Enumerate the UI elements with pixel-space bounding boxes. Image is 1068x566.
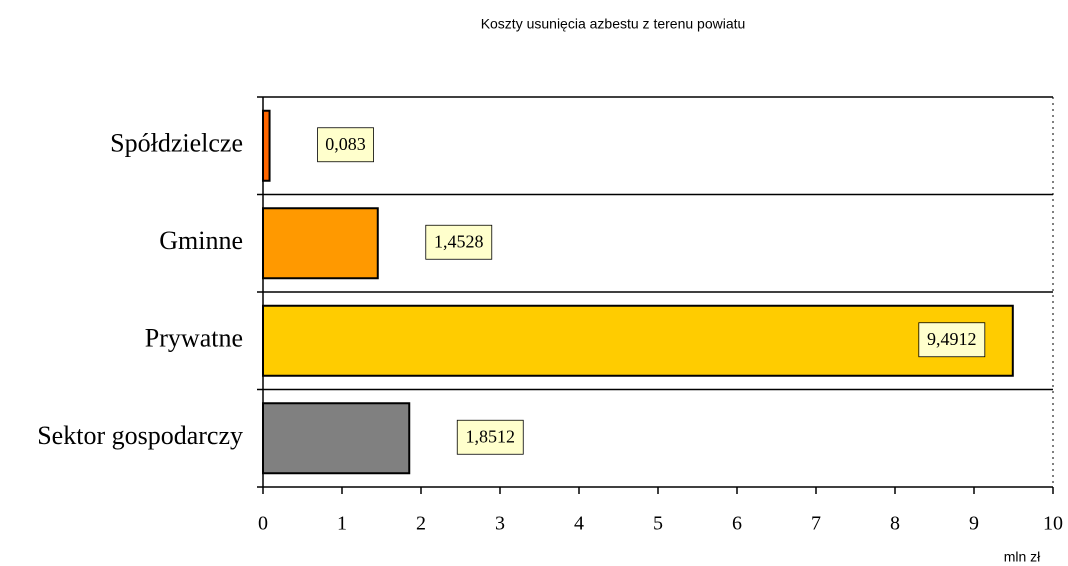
bar [262,402,411,475]
x-tick-label: 5 [653,513,663,535]
value-label: 0,083 [325,134,366,154]
y-tick-label: Gminne [159,226,243,255]
value-label-box [456,419,524,455]
x-tick-label: 2 [416,513,426,535]
value-label: 1,8512 [465,426,515,446]
y-tick-label: Prywatne [145,324,243,353]
y-tick-label: Sektor gospodarczy [37,421,243,450]
value-label-box [317,127,374,163]
x-tick-label: 8 [890,513,900,535]
chart-title: Koszty usunięcia azbestu z terenu powiat… [481,16,746,32]
value-label: 9,4912 [927,329,977,349]
bar [262,207,379,280]
x-tick-label: 3 [495,513,505,535]
x-tick-label: 7 [811,513,821,535]
x-tick-label: 10 [1043,513,1063,535]
value-label-box [425,224,493,260]
x-tick-label: 4 [574,513,584,535]
y-tick-label: Spółdzielcze [110,129,243,158]
bar [262,109,271,182]
x-tick-label: 0 [258,513,268,535]
x-tick-label: 9 [969,513,979,535]
x-tick-label: 6 [732,513,742,535]
bar [262,304,1014,377]
x-axis-label: mln zł [1004,549,1041,565]
value-label-box [918,322,986,358]
value-label: 1,4528 [434,231,484,251]
x-tick-label: 1 [337,513,347,535]
